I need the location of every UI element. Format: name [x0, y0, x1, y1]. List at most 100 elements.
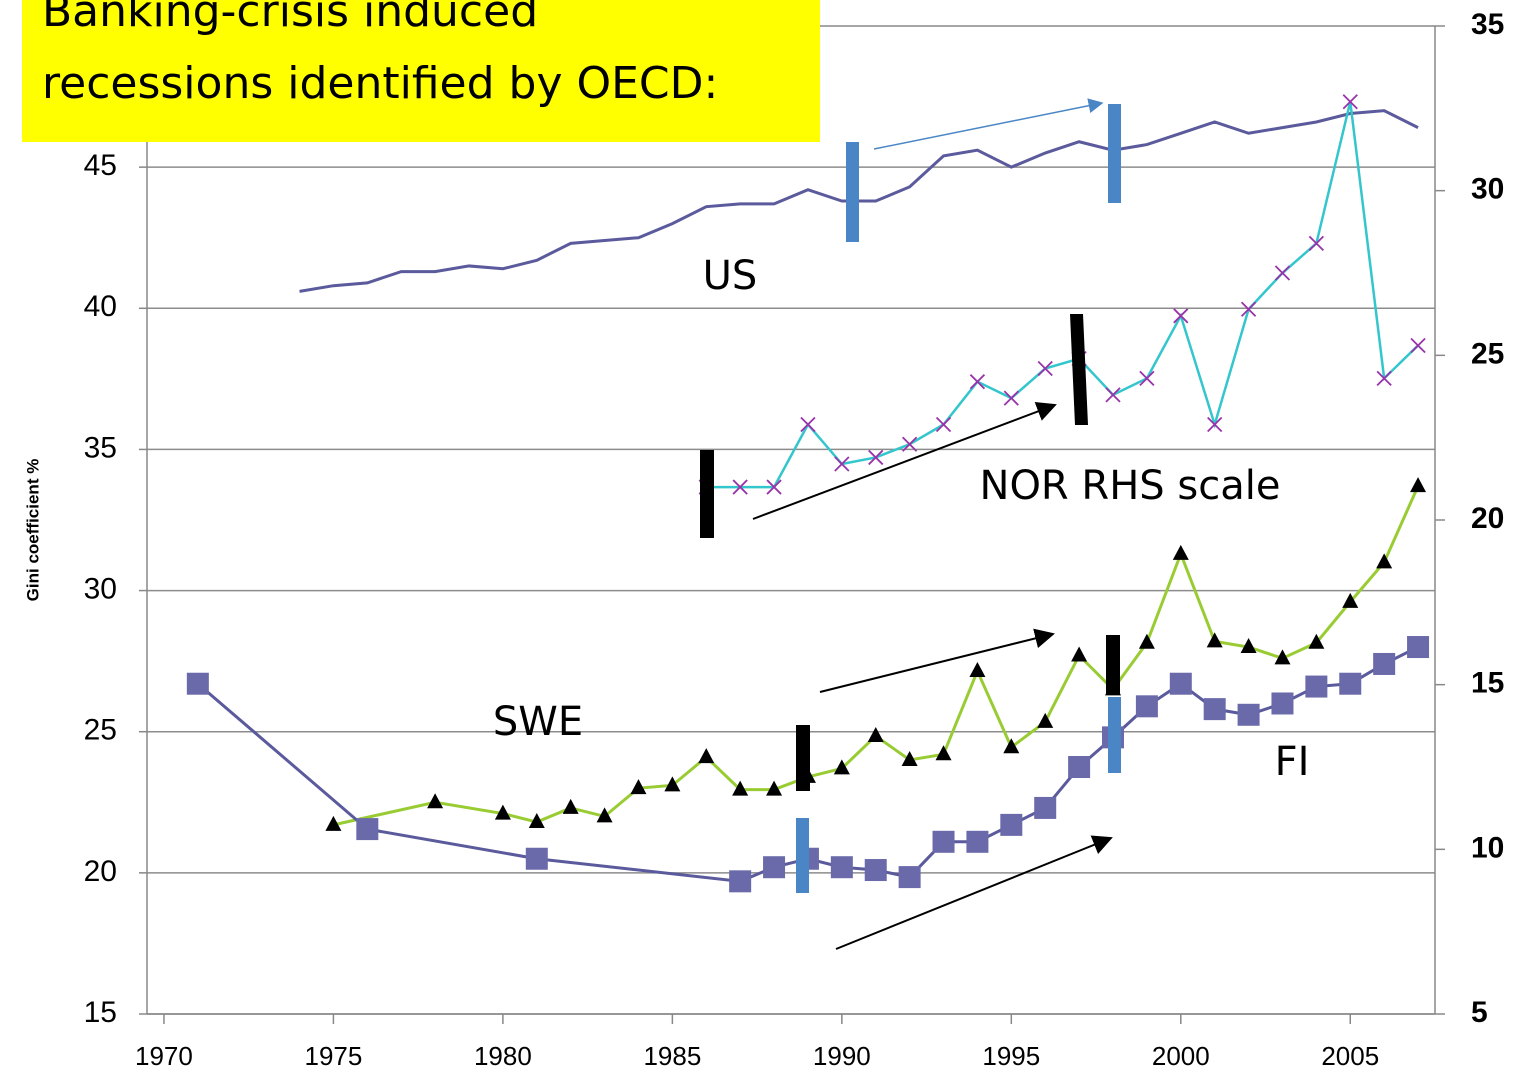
recession-bar — [1070, 314, 1088, 425]
marker — [1274, 649, 1291, 665]
y-tick-label: 25 — [84, 714, 117, 747]
marker — [763, 856, 786, 879]
marker — [1003, 390, 1019, 406]
marker — [1376, 553, 1393, 569]
y2-tick-label: 30 — [1471, 173, 1504, 206]
x-tick-label: 1975 — [304, 1041, 362, 1071]
series-label: NOR RHS scale — [980, 463, 1281, 509]
note-box — [22, 0, 820, 142]
grid — [139, 25, 1445, 1024]
marker — [664, 776, 681, 792]
marker — [867, 726, 884, 742]
marker — [630, 779, 647, 795]
marker — [830, 856, 853, 879]
y-tick-label: 45 — [84, 149, 117, 182]
y2-tick-label: 20 — [1471, 502, 1504, 535]
marker — [898, 866, 921, 889]
marker — [800, 416, 816, 433]
marker — [1034, 796, 1057, 819]
marker — [1105, 387, 1121, 403]
marker — [1071, 646, 1088, 662]
marker — [1003, 738, 1020, 754]
recession-bar — [1106, 635, 1120, 695]
marker — [966, 830, 989, 853]
marker — [901, 750, 918, 766]
arrow — [752, 402, 1057, 520]
recession-bar — [1108, 104, 1121, 203]
marker — [1203, 698, 1226, 721]
marker — [729, 870, 752, 893]
series-label: SWE — [493, 699, 583, 745]
marker — [1000, 813, 1023, 836]
marker — [1237, 703, 1260, 726]
x-tick-label: 1970 — [135, 1041, 193, 1071]
marker — [1410, 477, 1427, 493]
marker — [969, 662, 986, 678]
y2-tick-label: 25 — [1471, 337, 1504, 370]
marker — [935, 745, 952, 761]
marker — [1138, 633, 1155, 649]
marker — [1207, 416, 1223, 433]
x-tick-label: 1990 — [813, 1041, 871, 1071]
marker — [1068, 756, 1091, 778]
x-tick-label: 1995 — [982, 1041, 1040, 1071]
y-axis-title: Gini coefficient % — [23, 459, 42, 602]
marker — [1135, 695, 1158, 718]
marker — [1305, 675, 1328, 698]
marker — [1037, 712, 1054, 728]
marker — [494, 804, 511, 820]
marker — [766, 479, 782, 495]
marker — [325, 815, 342, 831]
marker — [1139, 370, 1155, 387]
marker — [834, 456, 850, 472]
marker — [1342, 94, 1358, 110]
recession-bar — [846, 142, 859, 242]
recession-bar — [1108, 697, 1121, 773]
marker — [1240, 638, 1257, 654]
marker — [864, 859, 887, 882]
y-tick-label: 15 — [84, 996, 117, 1029]
marker — [1274, 265, 1291, 281]
series-label: US — [703, 253, 758, 299]
marker — [427, 793, 444, 809]
series-line — [333, 485, 1420, 827]
marker — [1410, 337, 1426, 354]
marker — [833, 759, 850, 775]
marker — [1271, 692, 1294, 715]
y-tick-label: 40 — [84, 290, 117, 323]
marker — [935, 416, 952, 433]
note-text: Banking-crisis induced — [42, 0, 538, 37]
marker — [1407, 636, 1430, 659]
marker — [1240, 301, 1257, 317]
marker — [698, 748, 715, 764]
marker — [356, 818, 379, 841]
recession-bar — [796, 818, 809, 893]
marker — [1308, 235, 1325, 251]
x-tick-label: 2000 — [1152, 1041, 1210, 1071]
recession-bars — [700, 104, 1121, 893]
x-tick-label: 1985 — [643, 1041, 701, 1071]
marker — [1376, 370, 1392, 387]
x-tick-label: 2005 — [1321, 1041, 1379, 1071]
marker — [1169, 672, 1192, 695]
y2-tick-label: 15 — [1471, 667, 1504, 700]
marker — [562, 798, 579, 814]
marker — [1173, 308, 1189, 324]
recession-bar — [796, 725, 810, 791]
y2-tick-label: 35 — [1471, 8, 1504, 41]
recession-bar — [700, 450, 714, 538]
marker — [732, 780, 749, 796]
series-line — [706, 101, 1419, 489]
marker — [868, 449, 884, 466]
marker — [186, 672, 209, 695]
note-text: recessions identified by OECD: — [42, 58, 718, 109]
y2-tick-label: 5 — [1471, 996, 1488, 1029]
marker — [901, 436, 918, 452]
marker — [525, 847, 548, 870]
marker — [1373, 652, 1396, 675]
arrow — [819, 628, 1055, 693]
y-tick-label: 20 — [84, 855, 117, 888]
marker — [766, 780, 783, 796]
series-label: FI — [1275, 739, 1310, 785]
